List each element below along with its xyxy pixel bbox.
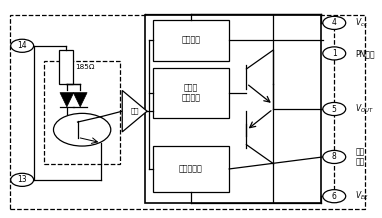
Text: $V_{EE}$: $V_{EE}$ (355, 190, 369, 203)
Polygon shape (60, 93, 74, 107)
Text: 6: 6 (332, 192, 337, 201)
Circle shape (323, 47, 346, 60)
FancyBboxPatch shape (153, 146, 229, 192)
Circle shape (11, 173, 34, 186)
Circle shape (323, 190, 346, 203)
Circle shape (323, 102, 346, 116)
Text: 5: 5 (332, 104, 337, 114)
Text: 故障
输出: 故障 输出 (355, 147, 364, 167)
FancyBboxPatch shape (145, 15, 321, 203)
FancyBboxPatch shape (44, 61, 120, 164)
Text: $V_{cc}$: $V_{cc}$ (355, 17, 368, 29)
Text: 门中断电路: 门中断电路 (179, 164, 203, 174)
Text: 4: 4 (332, 18, 337, 27)
FancyBboxPatch shape (10, 15, 365, 209)
Text: 定时与
重置电路: 定时与 重置电路 (181, 83, 201, 102)
Text: 检测电路: 检测电路 (181, 36, 201, 45)
Text: 14: 14 (17, 41, 27, 50)
Text: $V_{OUT}$: $V_{OUT}$ (355, 103, 374, 115)
Text: 接口: 接口 (130, 108, 139, 114)
Circle shape (323, 16, 346, 29)
FancyBboxPatch shape (153, 68, 229, 118)
Polygon shape (73, 93, 87, 107)
Circle shape (53, 113, 111, 146)
Text: 8: 8 (332, 152, 337, 162)
Text: PN检查: PN检查 (355, 49, 375, 58)
FancyBboxPatch shape (59, 50, 73, 84)
Circle shape (323, 150, 346, 164)
FancyBboxPatch shape (153, 20, 229, 61)
Circle shape (11, 39, 34, 52)
Text: 1: 1 (332, 49, 337, 58)
Text: 13: 13 (17, 175, 27, 184)
Text: 185Ω: 185Ω (75, 64, 94, 70)
Polygon shape (122, 90, 147, 132)
